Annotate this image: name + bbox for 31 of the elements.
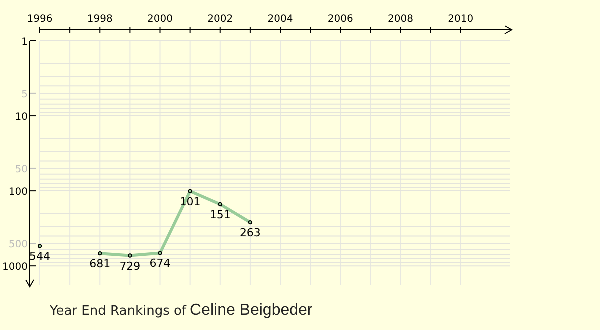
x-tick-label: 2002 (208, 14, 234, 25)
x-tick-label: 1996 (27, 14, 53, 25)
y-tick-label: 500 (8, 240, 28, 250)
x-tick-label: 2008 (388, 14, 414, 25)
point (38, 244, 42, 248)
y-tick-label: 1000 (2, 262, 28, 274)
x-tick-label: 2004 (268, 14, 294, 25)
data-label: 263 (240, 226, 261, 240)
point (218, 202, 222, 207)
data-label: 674 (150, 257, 171, 270)
y-tick-label: 1 (22, 37, 28, 48)
x-tick-label: 2010 (448, 14, 474, 25)
y-tick-label: 50 (15, 164, 28, 176)
x-tick-label: 2006 (328, 14, 354, 25)
data-label: 151 (210, 208, 231, 222)
point (188, 189, 192, 194)
text: Celine Beigbeder (190, 302, 314, 319)
data-label: 729 (120, 260, 141, 273)
y-tick-label: 5 (22, 89, 28, 100)
point (128, 254, 132, 258)
point (158, 251, 162, 256)
x-tick-label: 2000 (148, 14, 173, 25)
y-tick-label: 100 (8, 187, 28, 198)
data-label: 544 (30, 250, 50, 264)
data-label: 681 (90, 258, 111, 271)
text: Year End Rankings of (49, 304, 187, 319)
x-tick-label: 1998 (87, 14, 113, 25)
y-tick-label: 10 (15, 112, 28, 124)
point (248, 220, 253, 225)
data-label: 101 (180, 195, 201, 208)
point (98, 251, 102, 256)
